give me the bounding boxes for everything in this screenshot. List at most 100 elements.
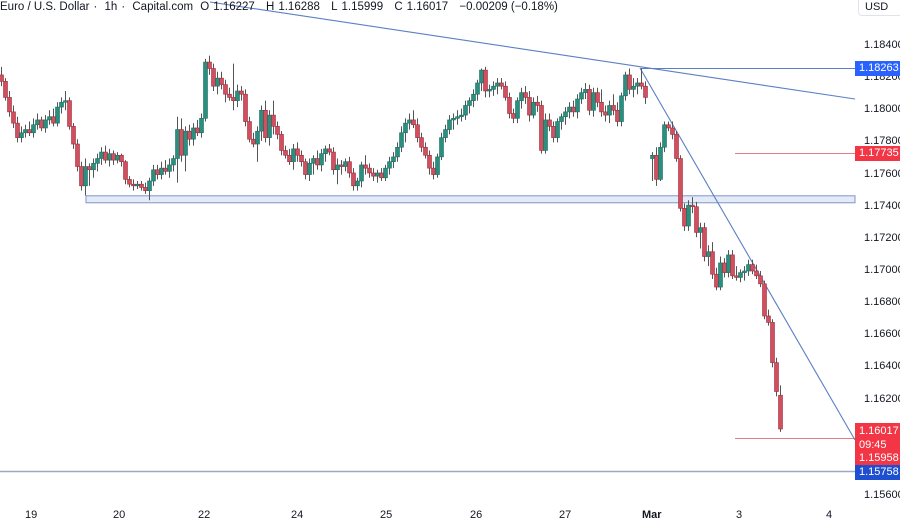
bullish-candle-body <box>311 158 316 164</box>
support-zone-rectangle[interactable] <box>85 195 856 204</box>
candle <box>658 142 663 181</box>
candle <box>459 108 464 122</box>
candle <box>503 81 508 101</box>
candle <box>199 113 204 138</box>
candle <box>311 155 316 175</box>
candle <box>555 118 560 143</box>
candle <box>39 116 44 132</box>
bullish-candle-body <box>583 89 588 93</box>
candle <box>758 271 763 288</box>
candle <box>762 280 767 320</box>
time-tick-label: 20 <box>113 509 126 521</box>
candle <box>714 267 719 291</box>
bullish-candle-body <box>19 132 24 138</box>
bullish-candle-body <box>267 114 272 138</box>
bullish-candle-body <box>319 153 324 166</box>
bearish-candle-body <box>139 183 144 188</box>
bearish-candle-body <box>539 105 544 151</box>
bullish-candle-body <box>391 156 396 163</box>
bullish-candle-body <box>171 158 176 166</box>
candle <box>263 100 268 143</box>
bearish-candle-body <box>615 109 620 122</box>
candle <box>726 250 731 278</box>
ohlc-open: O 1.16227 <box>200 1 255 13</box>
price-tick-label: 1.17400 <box>864 199 900 212</box>
candle <box>774 357 779 397</box>
candle <box>383 164 388 181</box>
bullish-candle-body <box>399 132 404 148</box>
candle <box>467 97 472 114</box>
bullish-candle-body <box>359 164 364 182</box>
bearish-candle-body <box>251 138 256 145</box>
bullish-candle-body <box>147 180 152 191</box>
candle <box>591 87 596 117</box>
bullish-candle-body <box>403 122 408 134</box>
symbol-legend[interactable]: Euro / U.S. Dollar · 1h · Capital.com O 1.1… <box>0 1 558 13</box>
candle <box>563 107 568 125</box>
bearish-candle-body <box>762 283 767 317</box>
price-change: −0.00209 (−0.18%) <box>459 1 558 13</box>
candle <box>23 124 28 138</box>
bearish-candle-body <box>287 154 292 163</box>
candle <box>435 153 440 178</box>
bullish-candle-body <box>355 180 360 187</box>
bullish-candle-body <box>495 82 500 87</box>
bullish-candle-body <box>447 119 452 130</box>
candle <box>335 158 340 185</box>
price-tick-label: 1.17000 <box>864 264 900 276</box>
drawing-annotations[interactable] <box>0 1 856 473</box>
candle <box>575 94 580 119</box>
bearish-candle-body <box>347 161 352 174</box>
candle <box>43 115 48 133</box>
price-tick-label: 1.16400 <box>864 360 900 373</box>
candle <box>587 84 592 116</box>
bearish-candle-body <box>219 77 224 85</box>
bullish-candle-body <box>59 101 64 108</box>
candle <box>239 86 244 101</box>
candle <box>283 145 288 159</box>
bearish-candle-body <box>327 148 332 153</box>
bullish-candle-body <box>487 89 492 92</box>
candle <box>611 94 616 116</box>
bullish-candle-body <box>746 264 751 272</box>
bearish-candle-body <box>766 315 771 323</box>
bearish-candle-body <box>571 106 576 113</box>
candle <box>143 182 148 194</box>
candle <box>706 245 711 267</box>
trendline-5[interactable] <box>209 1 856 100</box>
bullish-candle-body <box>567 106 572 113</box>
candle <box>551 121 556 143</box>
candle <box>307 158 312 181</box>
bullish-candle-body <box>623 74 628 97</box>
bearish-candle-body <box>734 275 739 278</box>
bearish-candle-body <box>279 134 284 151</box>
candle <box>187 124 192 146</box>
bearish-candle-body <box>67 100 72 127</box>
bearish-candle-body <box>187 130 192 140</box>
candle <box>686 200 691 231</box>
candle <box>483 66 488 98</box>
candle <box>499 78 504 90</box>
candle <box>59 97 64 114</box>
candle <box>603 105 608 122</box>
bullish-candle-body <box>575 98 580 113</box>
bearish-candle-body <box>27 129 32 134</box>
bullish-candle-body <box>191 127 196 140</box>
bullish-candle-body <box>463 105 468 116</box>
currency-selector-button[interactable]: USD <box>858 0 900 16</box>
candle <box>491 81 496 96</box>
bearish-candle-body <box>79 166 84 187</box>
candle <box>347 156 352 178</box>
bullish-candle-body <box>579 92 584 100</box>
bearish-candle-body <box>351 172 356 187</box>
bearish-candle-body <box>415 124 420 138</box>
candle <box>738 269 743 283</box>
candle <box>151 164 156 186</box>
bearish-candle-body <box>103 151 108 161</box>
bullish-candle-body <box>515 100 520 119</box>
candle <box>319 148 324 172</box>
trendline-6[interactable] <box>639 67 856 441</box>
bearish-candle-body <box>155 169 160 175</box>
candle <box>371 168 376 181</box>
